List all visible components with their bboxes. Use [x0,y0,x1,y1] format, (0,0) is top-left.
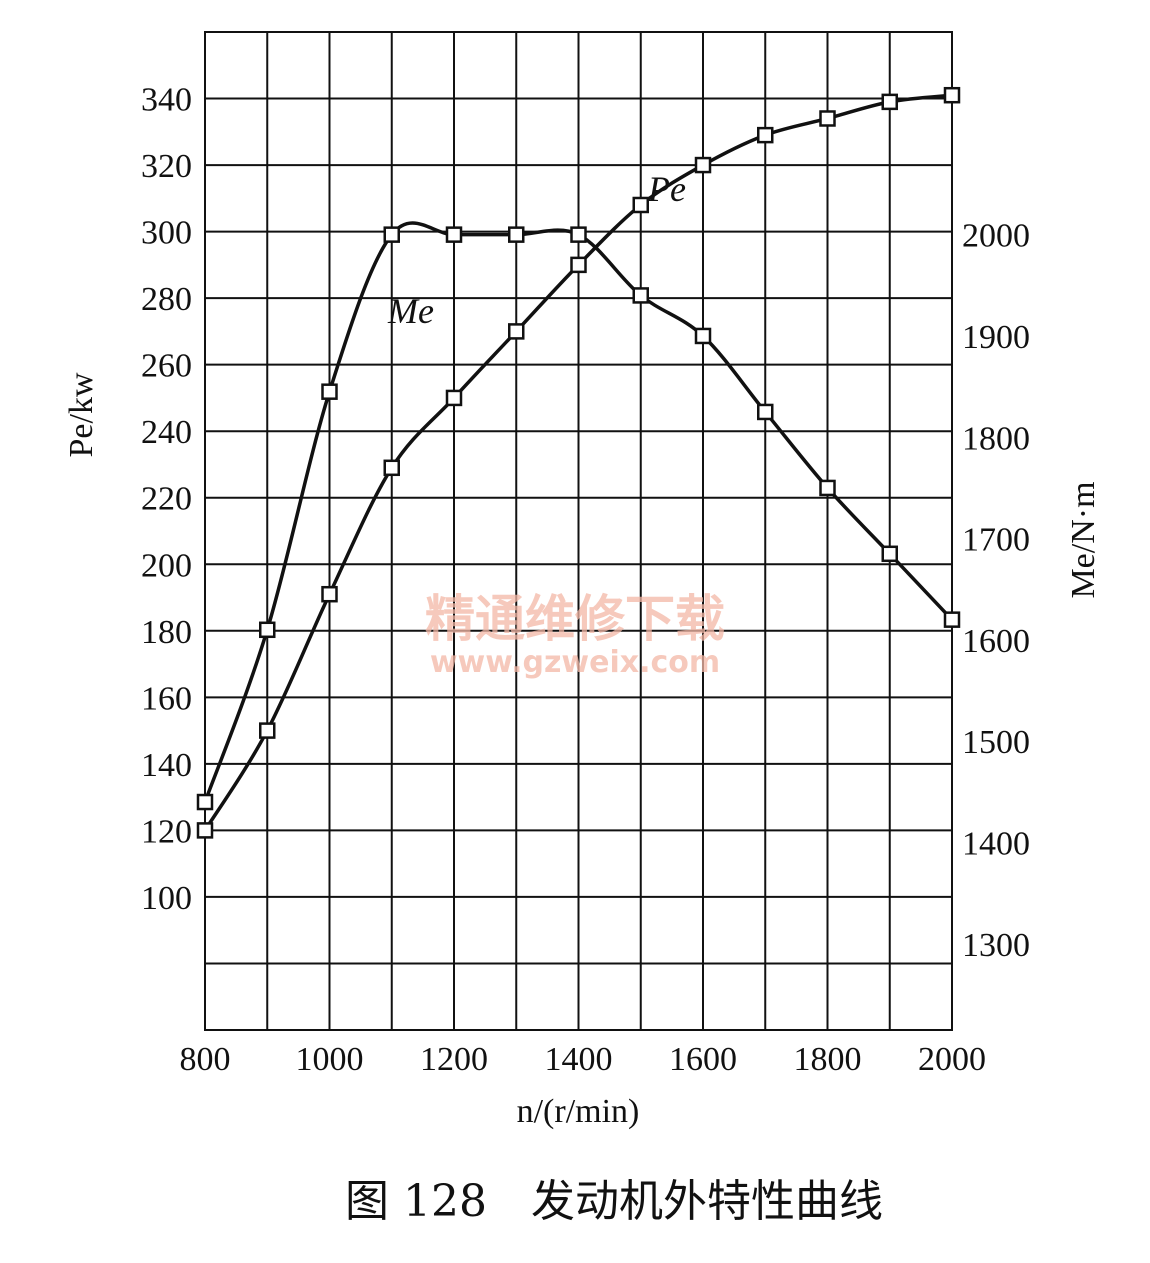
y-left-tick-label: 180 [141,614,192,651]
data-point-me [943,611,961,628]
data-point-me [819,479,836,497]
y-left-tick-label: 160 [141,680,192,717]
x-tick-label: 1000 [296,1041,364,1078]
data-point-pe [570,256,587,274]
data-point-me [383,226,400,243]
y-right-tick-label: 1800 [962,420,1030,457]
data-point-pe [445,389,463,407]
watermark-url: www.gzweix.com [430,645,720,680]
data-point-pe [943,86,961,104]
series-label-me: Me [387,291,434,331]
x-tick-label: 1400 [545,1041,613,1078]
y-left-tick-label: 120 [141,813,192,850]
data-point-me [632,287,649,304]
x-tick-label: 800 [180,1041,231,1078]
watermark-text: 精通维修下载 [425,590,725,648]
y-right-tick-label: 1500 [962,724,1030,761]
tick-labels: 100 120 140 160 180 200 220 240 260 280 300 320 340 1… [141,82,1030,1078]
data-point-me [321,383,338,400]
data-point-me [881,545,898,563]
x-axis-title: n/(r/min) [517,1093,640,1130]
y-left-tick-label: 300 [141,215,192,252]
series-line-pe [203,93,953,832]
data-point-pe [508,323,525,340]
x-tick-label: 2000 [918,1041,986,1078]
y-left-tick-label: 100 [141,880,192,917]
y-right-tick-label: 2000 [962,218,1030,255]
y-left-tick-label: 220 [141,481,192,518]
data-point-me [757,403,774,421]
data-point-me [196,793,214,811]
data-point-me [570,226,587,243]
y-left-tick-label: 320 [141,148,192,185]
figure-caption: 图 128 发动机外特性曲线 [345,1176,883,1227]
data-point-pe [632,196,649,214]
data-point-pe [259,722,276,739]
data-point-pe [321,585,338,603]
series [196,86,961,839]
y-right-tick-label: 1300 [962,927,1030,964]
data-point-pe [383,459,400,477]
data-point-me [445,226,463,243]
y-left-tick-label: 140 [141,747,192,784]
data-point-pe [694,156,712,174]
y-axis-right-title: Me/N·m [1065,481,1102,598]
x-tick-label: 1200 [420,1041,488,1078]
y-right-tick-label: 1600 [962,623,1030,660]
data-point-me [259,621,276,639]
y-left-tick-label: 200 [141,547,192,584]
y-right-tick-label: 1700 [962,522,1030,559]
data-point-pe [757,126,774,144]
y-right-tick-label: 1900 [962,319,1030,356]
y-left-tick-label: 340 [141,82,192,119]
y-left-tick-label: 280 [141,281,192,318]
grid [204,31,953,1031]
y-axis-left-title: Pe/kw [63,372,100,457]
y-left-tick-label: 260 [141,348,192,385]
data-point-me [694,327,712,345]
data-point-pe [881,93,898,111]
x-tick-label: 1600 [669,1041,737,1078]
y-left-tick-label: 240 [141,414,192,451]
data-point-me [508,226,525,243]
y-right-tick-label: 1400 [962,826,1030,863]
data-point-pe [819,110,836,127]
series-label-pe: Pe [647,169,686,209]
data-point-pe [196,822,214,839]
x-tick-label: 1800 [794,1041,862,1078]
